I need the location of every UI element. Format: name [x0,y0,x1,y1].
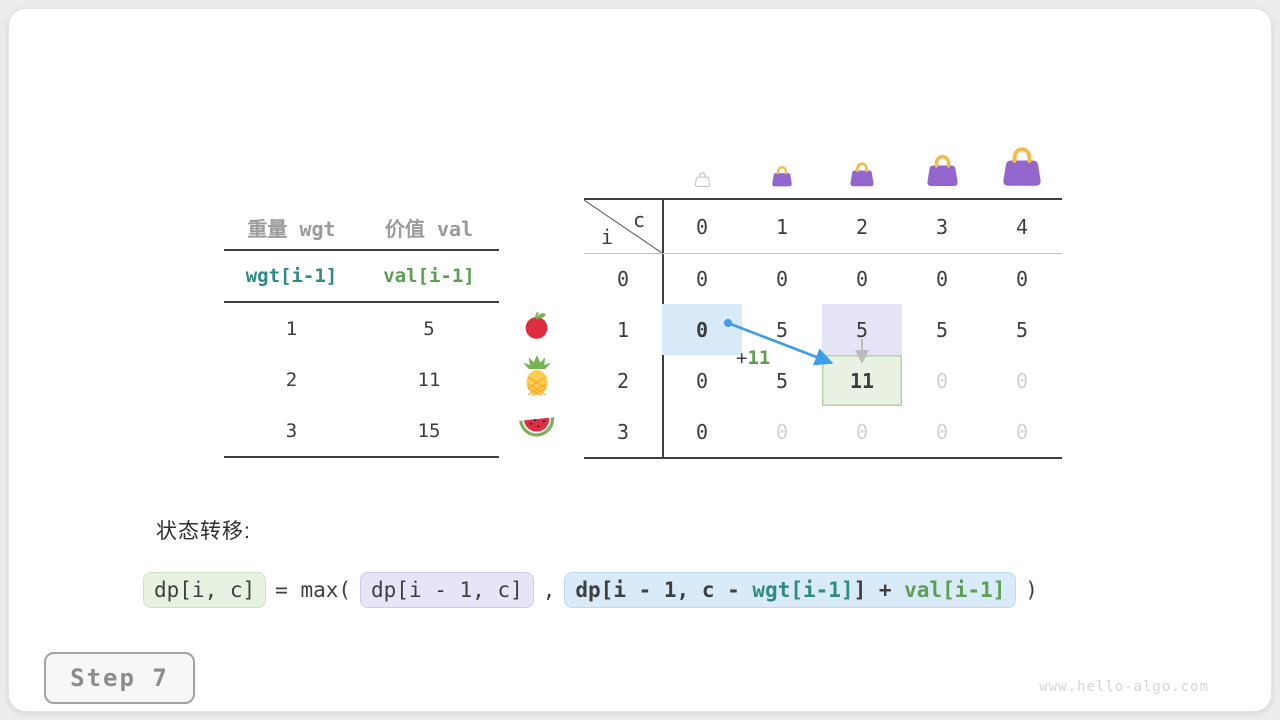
col-header: 4 [1015,214,1029,239]
pineapple-icon [520,355,554,400]
handbag-icon [999,145,1045,191]
items-header-row: 重量 wgt 价值 val [224,205,499,251]
col-header: 0 [695,214,709,239]
dp-cell-current-highlight: 11 [822,355,902,406]
items-row-3: 3 15 [224,405,499,458]
item3-weight: 3 [285,419,298,442]
handbag-icon [770,165,794,191]
formula-arg2-mid: ] + [853,578,905,602]
weight-header: 重量 wgt [247,216,336,241]
dp-cell: 0 [935,419,949,444]
dp-cell: 0 [935,266,949,291]
formula-arg2-wgt: wgt[i-1] [752,578,854,602]
dp-cell: 0 [1015,419,1029,444]
item1-value: 5 [423,317,435,340]
plus-value-annotation: +11 [736,347,770,369]
dp-cell: 0 [1015,266,1029,291]
dp-cell: 0 [695,266,709,291]
row-label: 2 [616,368,630,393]
formula-arg2: dp[i - 1, c - wgt[i-1]] + val[i-1] [564,572,1017,608]
watermelon-icon [518,413,556,445]
state-transition-label: 状态转移: [156,520,251,543]
dp-cell-alt-highlight: 5 [822,304,902,355]
formula-arg1: dp[i - 1, c] [360,572,534,608]
dp-cell: 5 [935,317,949,342]
formula-comma: , [542,578,556,602]
col-header: 1 [775,214,789,239]
bag-outline-icon [694,171,711,191]
item2-value: 11 [417,368,441,391]
corner-label-i: i [601,225,614,249]
capacity-bags-row [584,137,1062,195]
item2-weight: 2 [285,368,298,391]
dp-cell: 0 [935,368,949,393]
dp-cell: 0 [775,419,789,444]
dp-cell: 5 [775,368,789,393]
dp-table: c i 0 1 2 3 4 0 0 0 0 0 0 1 0 5 5 5 5 2 … [584,198,1062,459]
corner-label-c: c [632,208,645,232]
wgt-var: wgt[i-1] [245,265,338,287]
dp-cell: 0 [855,266,869,291]
items-row-2: 2 11 [224,354,499,405]
dp-cell: 0 [695,419,709,444]
watermark: www.hello-algo.com [1039,679,1209,695]
formula-lhs: dp[i, c] [143,572,267,608]
dp-cell: 0 [855,419,869,444]
item3-value: 15 [417,419,441,442]
dp-corner-cell: c i [584,200,662,253]
transition-formula: dp[i, c] = max( dp[i - 1, c] , dp[i - 1,… [143,568,1038,612]
plus-value: 11 [747,347,771,369]
row-label: 0 [616,266,630,291]
formula-close-paren: ) [1025,578,1038,602]
dp-table-header-divider [584,253,1062,254]
dp-cell: 0 [775,266,789,291]
items-table: 重量 wgt 价值 val wgt[i-1] val[i-1] 1 5 2 11… [224,205,499,458]
dp-cell: 0 [1015,368,1029,393]
formula-eq-max: = max( [275,578,352,602]
item1-weight: 1 [285,317,298,340]
step-badge: Step 7 [44,652,195,704]
row-label: 3 [616,419,630,444]
formula-arg2-prefix: dp[i - 1, c - [575,578,753,602]
dp-cell: 5 [1015,317,1029,342]
val-var: val[i-1] [383,265,475,287]
dp-cell-source-highlight: 0 [662,304,742,355]
items-row-1: 1 5 [224,303,499,354]
col-header: 3 [935,214,949,239]
col-header: 2 [855,214,869,239]
handbag-icon [924,153,961,191]
row-label: 1 [616,317,630,342]
apple-icon [522,311,551,344]
dp-cell: 0 [695,368,709,393]
formula-arg2-val: val[i-1] [904,578,1006,602]
items-var-row: wgt[i-1] val[i-1] [224,251,499,303]
figure-card: 重量 wgt 价值 val wgt[i-1] val[i-1] 1 5 2 11… [8,8,1272,712]
handbag-icon [848,161,876,191]
plus-sign: + [736,347,748,369]
value-header: 价值 val [384,216,474,241]
